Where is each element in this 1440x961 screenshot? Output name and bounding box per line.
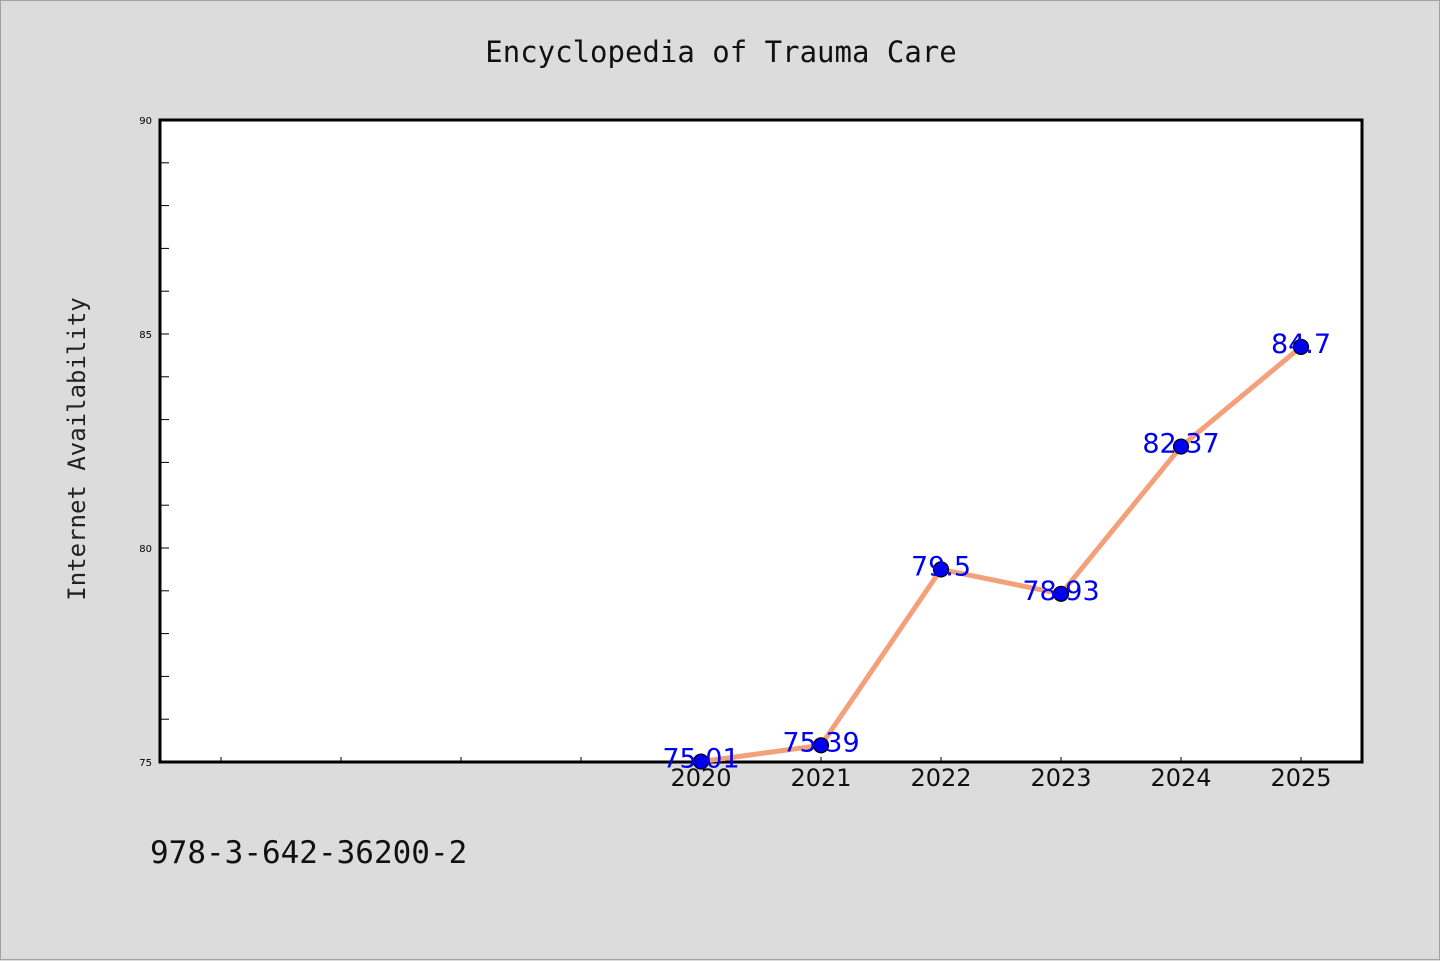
x-tick-label: 2025 <box>1270 764 1331 792</box>
data-point <box>1052 585 1070 602</box>
x-tick-label: 2024 <box>1150 764 1211 792</box>
chart-title: Encyclopedia of Trauma Care <box>485 35 957 69</box>
data-point <box>1172 438 1190 455</box>
data-point <box>692 753 710 770</box>
data-label: 84.7 <box>1271 329 1331 360</box>
data-label: 82.37 <box>1142 429 1219 460</box>
data-point <box>1292 338 1310 355</box>
y-tick-label: 75 <box>139 758 152 769</box>
data-label: 78.93 <box>1022 576 1099 607</box>
data-label: 75.39 <box>782 727 859 758</box>
y-tick-label: 85 <box>139 330 152 341</box>
data-label: 75.01 <box>662 744 739 775</box>
data-label: 79.5 <box>911 551 971 582</box>
series-line <box>698 344 1304 765</box>
plot-area <box>160 120 1362 762</box>
y-tick-label: 80 <box>139 544 152 555</box>
x-tick-label: 2022 <box>910 764 971 792</box>
y-tick-label: 90 <box>139 116 152 127</box>
plot-border <box>158 118 1364 764</box>
isbn-text: 978-3-642-36200-2 <box>150 835 468 871</box>
x-tick-label: 2021 <box>790 764 851 792</box>
data-point <box>812 737 830 754</box>
data-point <box>932 561 950 578</box>
x-tick-label: 2023 <box>1030 764 1091 792</box>
